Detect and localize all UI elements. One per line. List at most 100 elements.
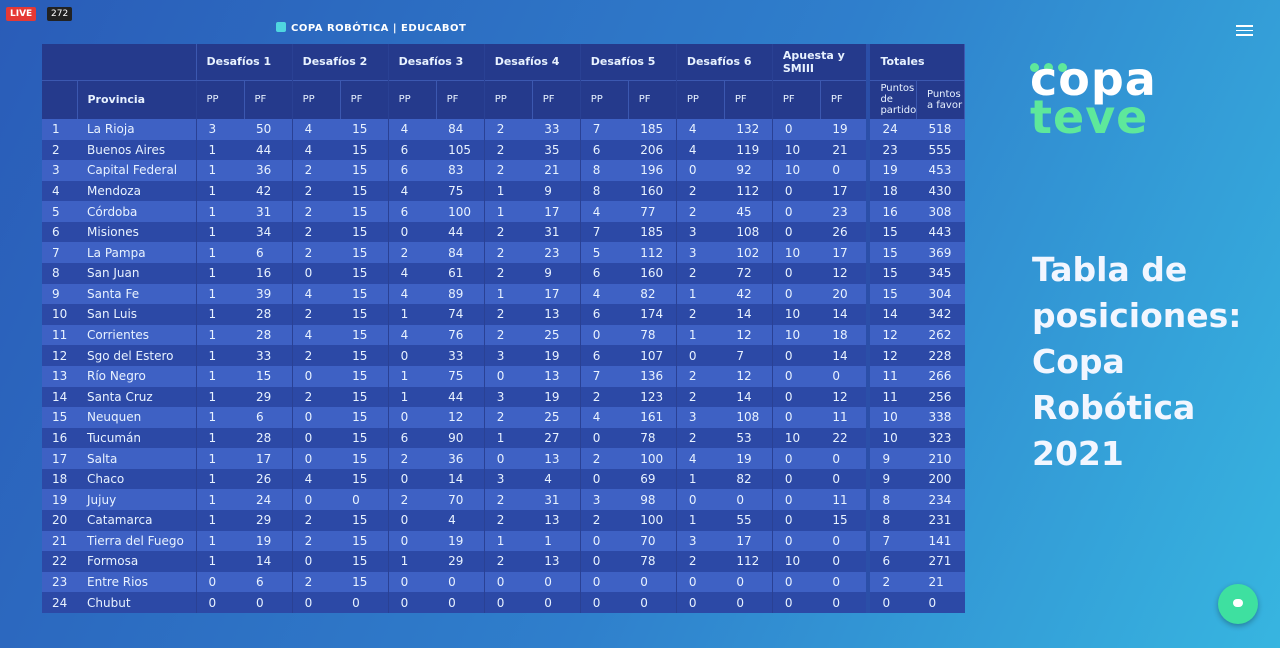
score-cell: 2 xyxy=(304,389,313,404)
position: 2 xyxy=(52,142,60,157)
brand: COPA ROBÓTICA | EDUCABOT xyxy=(276,22,466,34)
score-cell: 0 xyxy=(532,571,581,593)
total-cell: 308 xyxy=(928,204,952,219)
score-cell: 1 xyxy=(208,410,217,425)
table-row: 22 Formosa 1 14 0 15 1 29 2 13 0 78 2 112 10 0 6 271 xyxy=(42,551,965,572)
total-cell: 430 xyxy=(928,184,952,199)
chat-button[interactable] xyxy=(1218,584,1258,624)
score-cell: 1 xyxy=(208,430,217,445)
score-cell: 1 xyxy=(496,204,505,219)
score-cell: 6 xyxy=(592,266,601,281)
sub-header: PF xyxy=(244,80,293,119)
score-cell: 22 xyxy=(820,427,869,449)
score-cell: 15 xyxy=(340,407,389,428)
score-cell: 2 xyxy=(496,554,505,569)
score-cell: 15 xyxy=(820,509,869,531)
score-cell: 0 xyxy=(244,592,293,613)
score-cell: 0 xyxy=(724,571,773,593)
score-cell: 44 xyxy=(244,139,293,161)
score-cell: 1 xyxy=(400,307,409,322)
score-cell: 7 xyxy=(592,369,601,384)
province: Tucumán xyxy=(77,427,197,449)
score-cell: 4 xyxy=(304,472,313,487)
position: 22 xyxy=(52,554,68,569)
score-cell: 69 xyxy=(628,468,677,490)
score-cell: 0 xyxy=(532,592,581,613)
score-cell: 1 xyxy=(496,286,505,301)
logo-line2: teve xyxy=(1030,90,1149,144)
score-cell: 70 xyxy=(628,530,677,552)
live-badge: LIVE xyxy=(6,7,37,21)
total-cell: 23 xyxy=(866,139,917,161)
total-cell: 228 xyxy=(928,348,952,363)
province-header: Provincia xyxy=(77,80,197,119)
score-cell: 0 xyxy=(304,410,313,425)
score-cell: 0 xyxy=(784,410,793,425)
score-cell: 0 xyxy=(628,592,677,613)
total-cell: 12 xyxy=(866,345,917,366)
total-cell: 6 xyxy=(866,551,917,572)
score-cell: 1 xyxy=(208,204,217,219)
score-cell: 29 xyxy=(436,551,485,572)
score-cell: 15 xyxy=(340,324,389,346)
position: 1 xyxy=(52,122,60,137)
score-cell: 1 xyxy=(208,492,217,507)
score-cell: 75 xyxy=(436,365,485,387)
score-cell: 16 xyxy=(244,263,293,284)
score-cell: 31 xyxy=(244,201,293,222)
score-cell: 1 xyxy=(496,184,505,199)
score-cell: 3 xyxy=(688,533,697,548)
score-cell: 1 xyxy=(208,369,217,384)
total-cell: 266 xyxy=(928,369,952,384)
score-cell: 15 xyxy=(340,221,389,243)
score-cell: 12 xyxy=(820,263,869,284)
score-cell: 13 xyxy=(532,509,581,531)
group-header: Desafíos 6 xyxy=(676,44,773,80)
score-cell: 2 xyxy=(688,307,697,322)
score-cell: 100 xyxy=(628,509,677,531)
menu-button[interactable] xyxy=(1236,25,1253,36)
score-cell: 2 xyxy=(496,307,505,322)
score-cell: 25 xyxy=(532,407,581,428)
score-cell: 10 xyxy=(784,554,801,569)
score-cell: 0 xyxy=(724,489,773,510)
score-cell: 39 xyxy=(244,283,293,305)
score-cell: 15 xyxy=(340,571,389,593)
score-cell: 1 xyxy=(532,530,581,552)
score-cell: 13 xyxy=(532,448,581,469)
score-cell: 0 xyxy=(592,575,601,589)
group-header: Desafíos 4 xyxy=(484,44,581,80)
score-cell: 4 xyxy=(304,286,313,301)
total-cell: 262 xyxy=(928,328,952,343)
score-cell: 3 xyxy=(688,225,697,240)
score-cell: 4 xyxy=(400,266,409,281)
viewer-count: 272 xyxy=(47,7,73,21)
score-cell: 1 xyxy=(688,328,697,343)
score-cell: 15 xyxy=(340,263,389,284)
score-cell: 19 xyxy=(244,530,293,552)
score-cell: 119 xyxy=(724,139,773,161)
score-cell: 13 xyxy=(532,304,581,325)
sub-header: PP xyxy=(388,80,437,119)
position: 21 xyxy=(52,533,68,548)
score-cell: 2 xyxy=(400,492,409,507)
score-cell: 70 xyxy=(436,489,485,510)
logo-line1: copa xyxy=(1030,52,1157,106)
province: Mendoza xyxy=(77,180,197,202)
score-cell: 82 xyxy=(724,468,773,490)
score-cell: 84 xyxy=(436,119,485,140)
table-row: 13 Río Negro 1 15 0 15 1 75 0 13 7 136 2 12 0 0 11 266 xyxy=(42,365,965,387)
position: 8 xyxy=(52,266,60,281)
score-cell: 4 xyxy=(688,122,697,137)
score-cell: 206 xyxy=(628,139,677,161)
score-cell: 0 xyxy=(688,492,697,507)
score-cell: 1 xyxy=(208,328,217,343)
table-row: 11 Corrientes 1 28 4 15 4 76 2 25 0 78 1 12 10 18 12 262 xyxy=(42,324,965,346)
score-cell: 0 xyxy=(592,554,601,569)
score-cell: 3 xyxy=(208,122,217,137)
table-row: 19 Jujuy 1 24 0 0 2 70 2 31 3 98 0 0 0 11 8 234 xyxy=(42,489,965,510)
score-cell: 196 xyxy=(628,160,677,181)
score-cell: 0 xyxy=(820,530,869,552)
score-cell: 50 xyxy=(244,119,293,140)
sub-header: PP xyxy=(484,80,533,119)
